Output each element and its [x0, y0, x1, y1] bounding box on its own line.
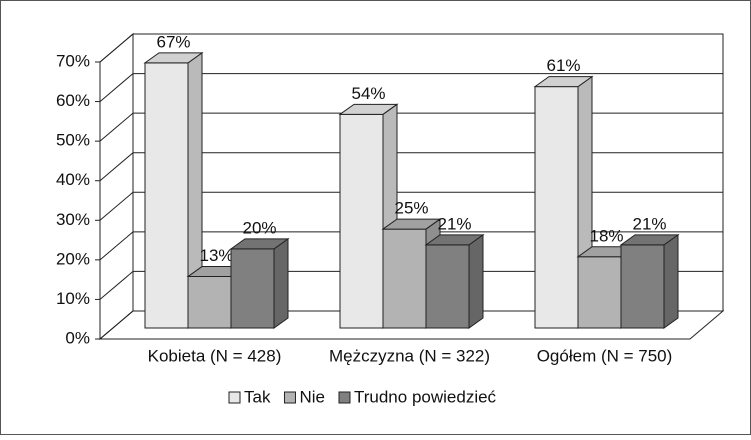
value-label: 18%: [589, 226, 623, 245]
grid-line: [99, 191, 723, 221]
bar: [619, 233, 680, 329]
bar-top: [338, 103, 399, 115]
legend-label: Trudno powiedzieć: [354, 387, 497, 406]
bar-top: [619, 234, 680, 246]
bar-side: [663, 233, 679, 329]
legend-label: Tak: [244, 387, 271, 406]
grid-line: [99, 231, 723, 261]
bar: [338, 103, 399, 329]
y-tick-label: 0%: [65, 328, 90, 347]
value-label: 13%: [199, 246, 233, 265]
y-tick-label: 50%: [56, 131, 90, 150]
bar-top: [381, 218, 442, 230]
value-label: 21%: [437, 214, 471, 233]
bar-front: [187, 276, 232, 329]
legend-swatch: [338, 391, 351, 404]
bar-front: [339, 113, 384, 329]
bar-front: [382, 228, 427, 329]
bar-top: [424, 234, 485, 246]
value-label: 61%: [546, 56, 580, 75]
bar-top: [533, 76, 594, 88]
value-label: 21%: [632, 214, 666, 233]
value-label: 54%: [351, 84, 385, 103]
x-tick-label: Kobieta (N = 428): [148, 346, 282, 365]
y-tick-label: 60%: [56, 91, 90, 110]
y-tick-label: 70%: [56, 51, 90, 70]
bar: [424, 233, 485, 329]
grid-line: [99, 152, 723, 182]
y-tick-label: 10%: [56, 289, 90, 308]
y-tick-label: 30%: [56, 210, 90, 229]
value-label: 67%: [156, 32, 190, 51]
x-tick-label: Mężczyzna (N = 322): [329, 346, 490, 365]
bar-top: [143, 52, 204, 64]
y-tick-label: 40%: [56, 170, 90, 189]
grid-line: [99, 310, 723, 340]
bar: [229, 237, 290, 329]
legend-swatch: [283, 391, 296, 404]
bar-front: [425, 244, 470, 329]
value-label: 20%: [242, 218, 276, 237]
bar-front: [577, 256, 622, 329]
x-tick-label: Ogółem (N = 750): [537, 346, 673, 365]
grid-line: [99, 33, 723, 63]
bar-front: [534, 86, 579, 329]
bar-top: [229, 238, 290, 250]
value-label: 25%: [394, 199, 428, 218]
grid-line: [99, 270, 723, 300]
grid-line: [99, 73, 723, 102]
bar-side: [273, 237, 289, 329]
bar-front: [230, 248, 275, 329]
legend-label: Nie: [299, 387, 325, 406]
y-tick-label: 20%: [56, 249, 90, 268]
grid-line: [99, 112, 723, 142]
bar-front: [620, 244, 665, 329]
left-wall: [99, 32, 134, 341]
bar-front: [144, 62, 189, 329]
bar-side: [468, 233, 484, 329]
legend-swatch: [228, 391, 241, 404]
